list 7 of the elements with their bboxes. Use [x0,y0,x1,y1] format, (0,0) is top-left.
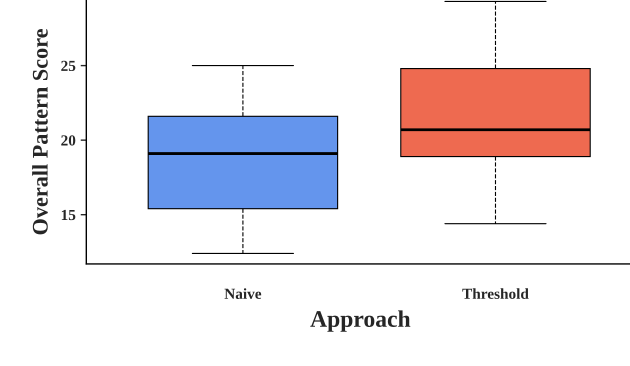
y-tick-label: 15 [62,210,76,220]
x-axis-title: Approach [310,310,410,332]
x-tick-label: Threshold [462,288,529,299]
y-axis-title: Overall Pattern Score [32,29,48,234]
x-tick-label: Naive [224,288,262,299]
y-tick-label: 25 [61,60,76,72]
y-tick-label: 20 [61,135,76,146]
